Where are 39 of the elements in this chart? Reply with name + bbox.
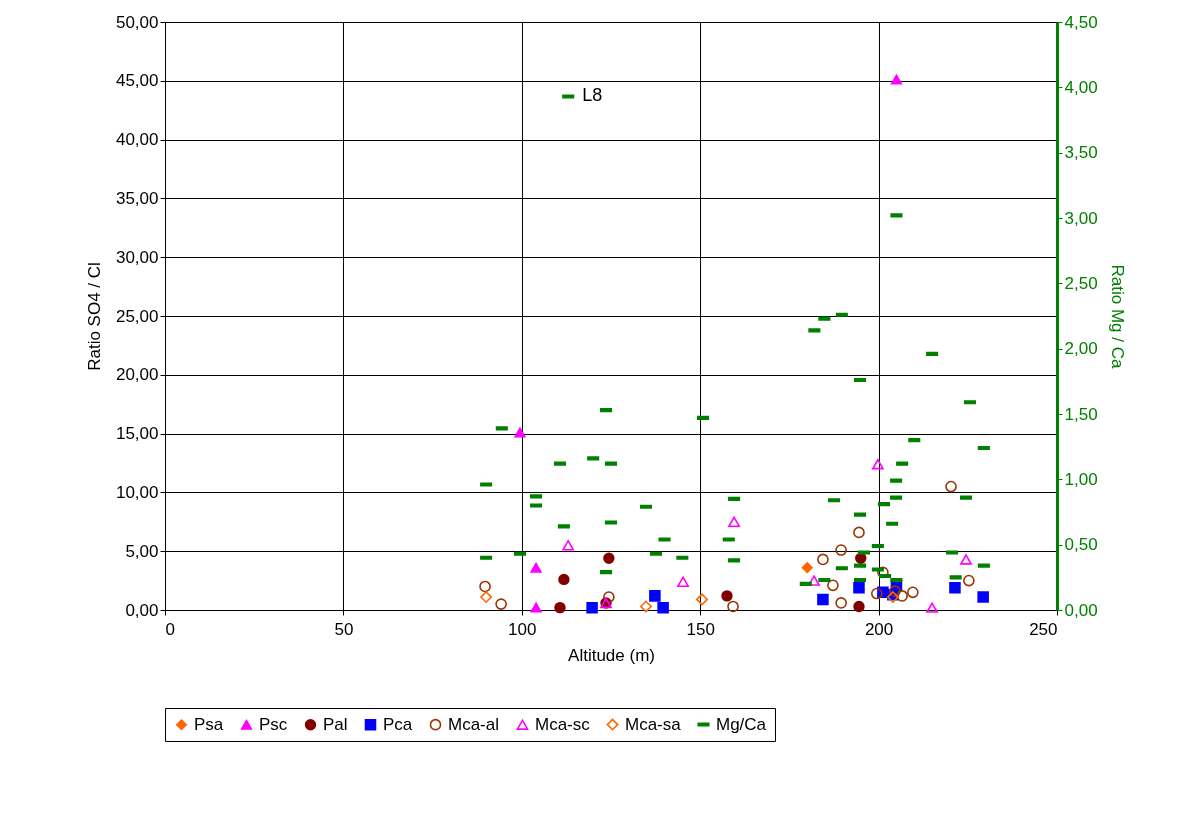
- y-tick-label: 10,00: [115, 482, 159, 502]
- y2-tick-label: 4,50: [1064, 12, 1098, 32]
- x-tick-label: 100: [508, 619, 537, 639]
- legend-label: Mg/Ca: [716, 714, 767, 734]
- x-tick-label: 0: [165, 619, 175, 639]
- y-tick-label: 30,00: [115, 247, 159, 267]
- legend-label: Psa: [194, 714, 224, 734]
- y-tick-label: 45,00: [115, 71, 159, 91]
- y-tick-label: 15,00: [115, 424, 159, 444]
- legend-label: Mca-al: [448, 714, 500, 734]
- y-tick-label: 35,00: [115, 188, 159, 208]
- x-axis-title: Altitude (m): [568, 645, 655, 665]
- x-tick-label: 150: [686, 619, 715, 639]
- y2-axis-title: Ratio Mg / Ca: [1107, 264, 1127, 369]
- y2-tick-label: 2,00: [1064, 339, 1098, 359]
- legend-label: Mca-sc: [535, 714, 591, 734]
- legend-label: Mca-sa: [625, 714, 682, 734]
- y-axis-title: Ratio SO4 / Cl: [84, 262, 104, 371]
- annotation: L8: [582, 85, 603, 106]
- y2-tick-label: 1,00: [1064, 469, 1098, 489]
- y2-tick-label: 3,00: [1064, 208, 1098, 228]
- legend-label: Pal: [323, 714, 348, 734]
- x-tick-label: 250: [1029, 619, 1058, 639]
- legend-label: Pca: [383, 714, 413, 734]
- x-tick-label: 50: [334, 619, 354, 639]
- y-tick-label: 5,00: [125, 541, 159, 561]
- y-tick-label: 25,00: [115, 306, 159, 326]
- y2-tick-label: 0,50: [1064, 535, 1098, 555]
- y-tick-label: 20,00: [115, 365, 159, 385]
- y2-tick-label: 4,00: [1064, 77, 1098, 97]
- y2-tick-label: 1,50: [1064, 404, 1098, 424]
- y-tick-label: 0,00: [125, 600, 159, 620]
- y2-tick-label: 0,00: [1064, 600, 1098, 620]
- legend-label: Psc: [259, 714, 288, 734]
- x-tick-label: 200: [864, 619, 894, 639]
- y-tick-label: 40,00: [115, 130, 159, 150]
- y2-tick-label: 3,50: [1064, 143, 1098, 163]
- y2-tick-label: 2,50: [1064, 273, 1098, 293]
- y-tick-label: 50,00: [115, 12, 159, 32]
